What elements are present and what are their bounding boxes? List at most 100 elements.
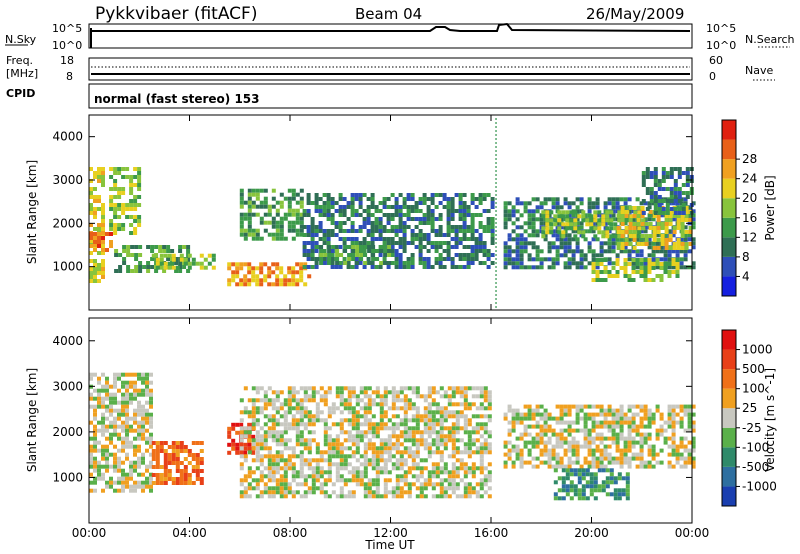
power-ytick-label: 3000 bbox=[52, 173, 83, 187]
power-cell bbox=[179, 257, 184, 262]
power-cell bbox=[271, 232, 276, 237]
power-cell bbox=[378, 265, 383, 269]
power-cell bbox=[442, 205, 447, 209]
power-cell bbox=[263, 196, 268, 201]
power-cell bbox=[575, 241, 580, 246]
velocity-cell bbox=[523, 444, 528, 449]
velocity-cell bbox=[121, 460, 125, 465]
power-cell bbox=[287, 278, 292, 283]
power-cell bbox=[386, 217, 391, 221]
velocity-cell bbox=[283, 446, 288, 451]
power-cell bbox=[573, 210, 578, 215]
velocity-cell bbox=[117, 416, 121, 421]
velocity-cell bbox=[463, 446, 468, 451]
velocity-cell bbox=[155, 453, 160, 457]
velocity-cell bbox=[427, 422, 432, 427]
power-cell bbox=[664, 230, 669, 234]
power-cell bbox=[653, 179, 658, 183]
velocity-cell bbox=[299, 474, 304, 479]
velocity-cell bbox=[581, 468, 586, 473]
power-cell bbox=[410, 209, 415, 213]
velocity-cell bbox=[435, 442, 440, 447]
velocity-cell bbox=[379, 442, 384, 447]
power-cell bbox=[527, 253, 532, 258]
power-cell bbox=[113, 227, 118, 231]
velocity-cell bbox=[299, 450, 304, 455]
velocity-cell bbox=[129, 428, 133, 433]
power-cell bbox=[97, 199, 101, 203]
velocity-cell bbox=[323, 390, 328, 395]
x-tick-label: 08:00 bbox=[273, 526, 308, 540]
velocity-cell bbox=[371, 482, 376, 487]
velocity-cell bbox=[451, 434, 456, 439]
power-cell bbox=[637, 226, 642, 231]
velocity-cell bbox=[435, 410, 440, 415]
power-cell bbox=[93, 240, 97, 244]
velocity-cell bbox=[271, 438, 276, 443]
velocity-cell bbox=[311, 474, 316, 479]
velocity-cell bbox=[459, 394, 464, 399]
velocity-cell bbox=[561, 468, 566, 473]
velocity-cell bbox=[439, 478, 444, 483]
velocity-cell bbox=[149, 472, 153, 477]
power-cell bbox=[418, 217, 423, 221]
power-cell bbox=[511, 237, 516, 242]
velocity-cell bbox=[359, 462, 364, 467]
velocity-cell bbox=[611, 432, 616, 437]
velocity-cell bbox=[603, 436, 608, 441]
velocity-cell bbox=[587, 448, 592, 453]
velocity-cell bbox=[93, 480, 97, 485]
velocity-cell bbox=[625, 480, 630, 485]
velocity-cell bbox=[523, 412, 528, 417]
velocity-cell bbox=[335, 462, 340, 467]
power-cell bbox=[335, 261, 340, 265]
velocity-cell bbox=[315, 414, 320, 419]
velocity-cell bbox=[263, 422, 268, 427]
power-cell bbox=[314, 201, 319, 205]
velocity-cell bbox=[89, 392, 93, 397]
velocity-cell bbox=[483, 474, 488, 479]
power-cell bbox=[581, 218, 586, 223]
power-cell bbox=[624, 210, 629, 214]
velocity-cell bbox=[663, 420, 668, 425]
power-cell bbox=[657, 183, 662, 187]
velocity-cell bbox=[519, 436, 524, 441]
velocity-cell bbox=[367, 462, 372, 467]
velocity-cell bbox=[109, 412, 113, 417]
velocity-cell bbox=[133, 484, 137, 489]
velocity-cell bbox=[141, 404, 145, 409]
nsky-left-tick-top: 10^5 bbox=[52, 22, 82, 35]
power-cell bbox=[299, 266, 304, 271]
velocity-cell bbox=[487, 394, 492, 399]
power-cell bbox=[367, 249, 372, 253]
velocity-cell bbox=[671, 440, 676, 445]
velocity-cell bbox=[667, 464, 672, 469]
power-cell bbox=[154, 245, 159, 249]
velocity-cell bbox=[323, 490, 328, 495]
velocity-cell bbox=[411, 418, 416, 423]
velocity-cell bbox=[609, 468, 614, 473]
power-cell bbox=[306, 193, 311, 197]
power-cell bbox=[175, 265, 180, 270]
velocity-cell bbox=[167, 457, 172, 461]
velocity-cell bbox=[343, 386, 348, 391]
velocity-cell bbox=[423, 430, 428, 435]
velocity-cell bbox=[109, 436, 113, 441]
power-cell bbox=[370, 197, 375, 201]
power-cell bbox=[211, 265, 216, 270]
velocity-cell bbox=[339, 402, 344, 407]
velocity-cell bbox=[551, 416, 556, 421]
velocity-cell bbox=[371, 426, 376, 431]
power-cell bbox=[555, 249, 560, 254]
velocity-cell bbox=[443, 418, 448, 423]
nsky-trace bbox=[91, 22, 691, 32]
velocity-cell bbox=[627, 436, 632, 441]
velocity-cell bbox=[117, 376, 121, 381]
power-cell bbox=[146, 245, 151, 249]
velocity-cell bbox=[431, 474, 436, 479]
velocity-cell bbox=[295, 470, 300, 475]
velocity-cell bbox=[263, 446, 268, 451]
velocity-cell bbox=[175, 453, 180, 457]
power-cell bbox=[287, 200, 292, 205]
velocity-cell bbox=[271, 422, 276, 427]
